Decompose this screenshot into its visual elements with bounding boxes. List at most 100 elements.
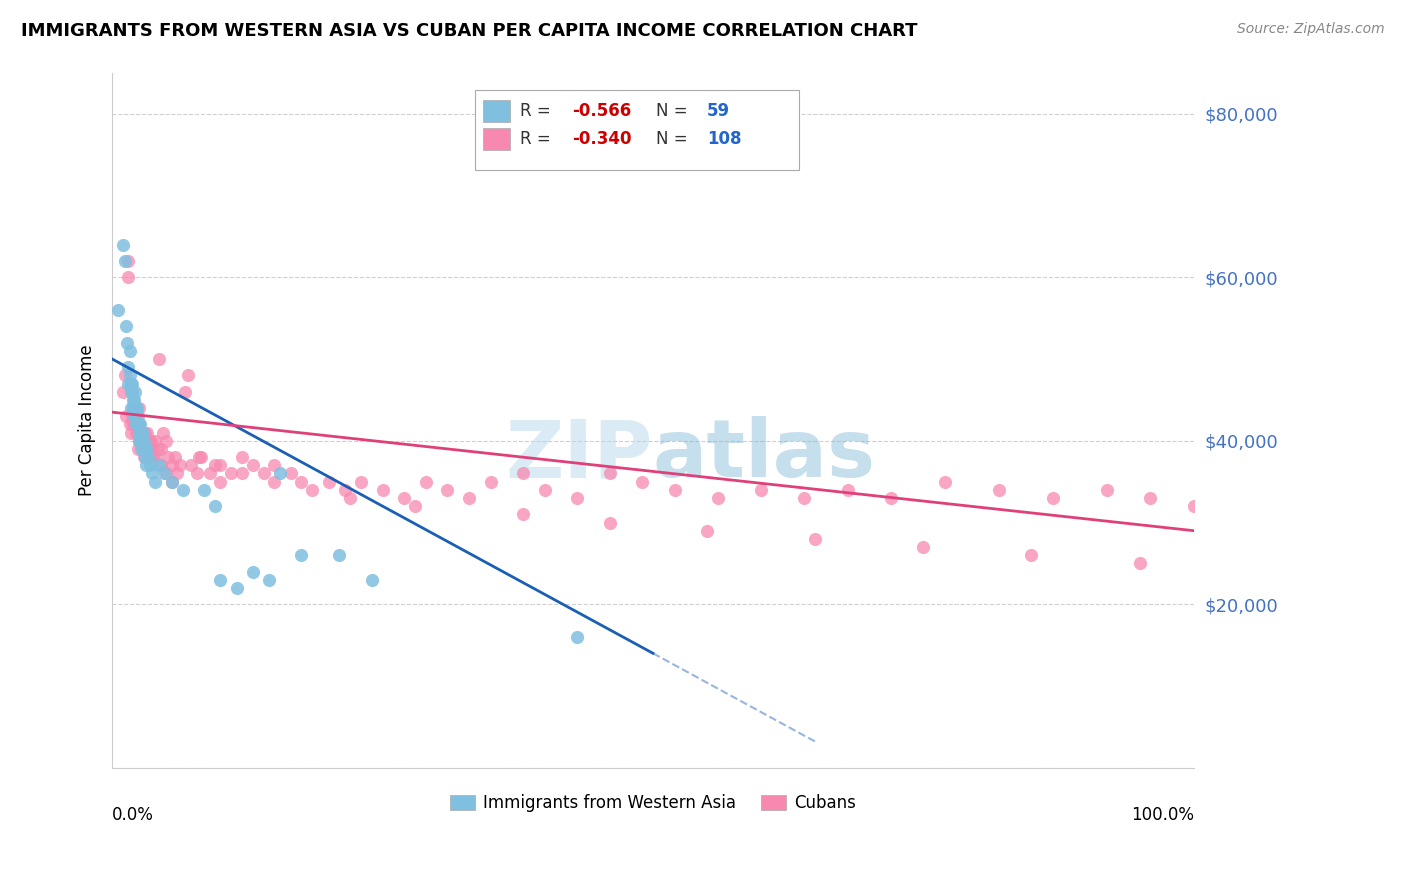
Point [124, 384, 146, 399]
Text: N =: N = [657, 103, 693, 120]
Point [128, 401, 150, 415]
FancyBboxPatch shape [484, 128, 510, 150]
Point [1139, 491, 1161, 505]
Point [135, 442, 157, 456]
Point [198, 467, 221, 481]
Point [129, 425, 152, 440]
Point [125, 401, 148, 415]
Point [141, 467, 163, 481]
Point [124, 409, 146, 424]
Point [793, 491, 815, 505]
Point [128, 425, 150, 440]
Point [333, 483, 356, 497]
Point [172, 483, 194, 497]
Point [328, 548, 350, 562]
Point [122, 401, 145, 415]
Point [180, 458, 202, 473]
Point [146, 442, 169, 456]
Point [131, 434, 153, 448]
Point [204, 458, 226, 473]
Point [136, 434, 159, 448]
Point [160, 458, 183, 473]
Point [225, 581, 247, 595]
Point [114, 254, 136, 268]
Point [169, 458, 191, 473]
FancyBboxPatch shape [484, 100, 510, 122]
Text: -0.340: -0.340 [572, 130, 631, 148]
Point [988, 483, 1011, 497]
Text: 59: 59 [707, 103, 730, 120]
Point [128, 434, 150, 448]
Point [231, 467, 253, 481]
Point [124, 409, 146, 424]
Point [479, 475, 502, 489]
Point [1129, 557, 1152, 571]
Point [121, 384, 143, 399]
Text: ZIP: ZIP [506, 416, 652, 494]
Point [128, 434, 150, 448]
Point [112, 237, 135, 252]
Point [127, 417, 149, 432]
Point [131, 425, 153, 440]
Point [186, 467, 208, 481]
Point [115, 409, 138, 424]
Point [290, 548, 312, 562]
Point [122, 409, 145, 424]
Point [145, 450, 167, 464]
Point [187, 450, 209, 464]
Point [139, 434, 162, 448]
Point [934, 475, 956, 489]
Point [392, 491, 415, 505]
Point [122, 417, 145, 432]
Point [131, 442, 153, 456]
Point [118, 368, 141, 383]
Point [120, 384, 142, 399]
Point [664, 483, 686, 497]
Point [837, 483, 859, 497]
Point [148, 352, 170, 367]
Point [121, 409, 143, 424]
Point [231, 450, 253, 464]
Point [160, 475, 183, 489]
Legend: Immigrants from Western Asia, Cubans: Immigrants from Western Asia, Cubans [443, 787, 863, 819]
Point [125, 425, 148, 440]
Point [301, 483, 323, 497]
Point [804, 532, 827, 546]
Point [117, 376, 139, 391]
Point [177, 368, 200, 383]
Point [127, 425, 149, 440]
Point [132, 450, 155, 464]
Point [190, 450, 212, 464]
Point [121, 401, 143, 415]
Point [269, 467, 291, 481]
Point [121, 392, 143, 407]
Point [173, 384, 195, 399]
Point [120, 401, 142, 415]
Text: R =: R = [520, 103, 555, 120]
Point [912, 540, 935, 554]
Point [209, 573, 232, 587]
Point [117, 254, 139, 268]
Text: 108: 108 [707, 130, 741, 148]
Point [127, 417, 149, 432]
Point [127, 401, 149, 415]
Point [1042, 491, 1064, 505]
Point [163, 450, 186, 464]
Point [132, 434, 155, 448]
Point [360, 573, 382, 587]
Point [134, 425, 156, 440]
Point [134, 450, 156, 464]
Point [1095, 483, 1118, 497]
Point [599, 516, 621, 530]
Point [257, 573, 280, 587]
Point [290, 475, 312, 489]
Point [280, 467, 302, 481]
Point [129, 417, 152, 432]
Point [242, 458, 264, 473]
Point [155, 467, 177, 481]
Point [120, 425, 142, 440]
FancyBboxPatch shape [474, 90, 799, 170]
Point [122, 409, 145, 424]
Point [339, 491, 361, 505]
Point [371, 483, 394, 497]
